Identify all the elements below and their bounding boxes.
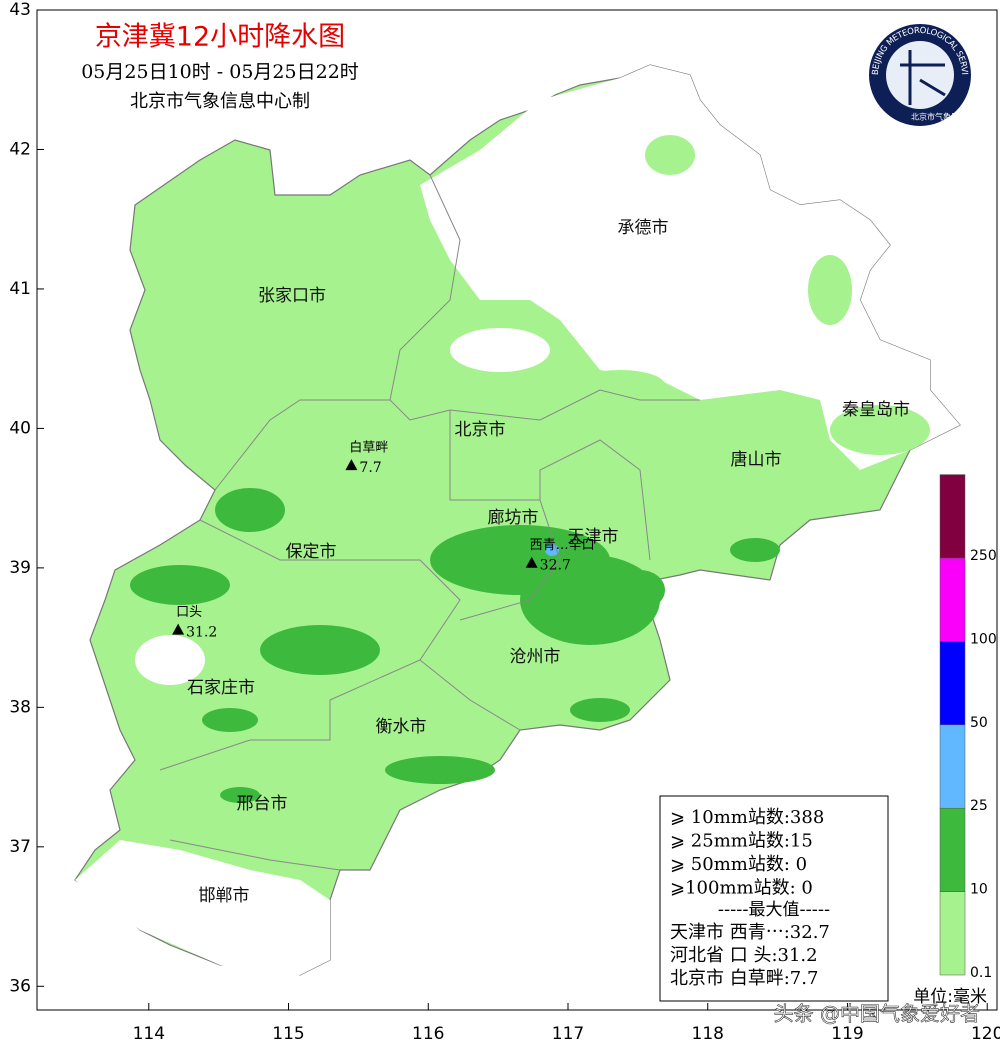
rain-patch — [645, 135, 695, 175]
y-tick-label: 38 — [9, 697, 31, 717]
city-label: 承德市 — [618, 218, 669, 238]
city-label: 廊坊市 — [488, 508, 539, 528]
legend-label: 10 — [970, 882, 988, 898]
city-label: 邯郸市 — [199, 886, 250, 906]
city-label: 石家庄市 — [187, 678, 255, 698]
x-tick-label: 118 — [692, 1024, 724, 1044]
city-label: 张家口市 — [258, 286, 326, 306]
x-tick-label: 115 — [272, 1024, 304, 1044]
dry-area — [450, 328, 550, 372]
dry-area — [135, 635, 205, 685]
y-tick-label: 36 — [9, 976, 31, 996]
legend-label: 25 — [970, 798, 988, 814]
stats-row: ⩾100mm站数: 0 — [670, 878, 813, 899]
legend-label: 0.1 — [970, 965, 992, 981]
time-range: 05月25日10时 - 05月25日22时 — [81, 61, 359, 83]
stats-max-header: -----最大值----- — [718, 900, 830, 920]
x-tick-label: 116 — [412, 1024, 444, 1044]
rain-patch — [808, 255, 852, 325]
rain-patch — [830, 405, 930, 455]
y-tick-label: 43 — [9, 0, 31, 20]
stats-max-row: 河北省 口 头:31.2 — [670, 945, 818, 966]
station-value: 7.7 — [359, 460, 381, 476]
city-label: 沧州市 — [510, 647, 561, 667]
station-name: 西青…辛口 — [530, 538, 595, 553]
station-value: 32.7 — [540, 558, 571, 574]
x-tick-label: 119 — [831, 1024, 863, 1044]
city-label: 秦皇岛市 — [842, 400, 910, 420]
station-marker — [345, 459, 358, 471]
city-label: 北京市 — [455, 420, 506, 440]
y-tick-label: 41 — [9, 279, 31, 299]
region — [74, 64, 961, 976]
rain-heavy — [130, 488, 780, 803]
city-label: 衡水市 — [376, 717, 427, 737]
stats-row: ⩾ 10mm站数:388 — [670, 807, 824, 828]
station-marker — [172, 623, 185, 635]
stats-row: ⩾ 25mm站数:15 — [670, 831, 813, 852]
logo-core — [886, 41, 954, 109]
city-label: 天津市 — [568, 527, 619, 547]
legend-swatch — [939, 474, 966, 559]
y-tick-label: 39 — [9, 558, 31, 578]
station-marker — [525, 556, 538, 568]
dry-area — [420, 65, 960, 470]
legend-label: 50 — [970, 715, 988, 731]
y-tick-label: 40 — [9, 418, 31, 438]
city-label: 唐山市 — [731, 449, 782, 470]
producer: 北京市气象信息中心制 — [130, 91, 310, 112]
stats-max-row: 天津市 西青⋯:32.7 — [670, 922, 830, 943]
stats-row: ⩾ 50mm站数: 0 — [670, 854, 807, 875]
legend-swatch — [939, 891, 966, 976]
rain-patch — [575, 370, 665, 400]
legend-label: 250 — [970, 548, 997, 564]
station-name: 白草畔 — [349, 440, 388, 456]
stats-max-row: 北京市 白草畔:7.7 — [670, 968, 818, 989]
legend-swatch — [939, 641, 966, 726]
legend-label: 100 — [970, 631, 997, 647]
legend-swatch — [939, 807, 966, 892]
logo-cn: 北京市气象局 — [911, 112, 959, 122]
station-name: 口头 — [176, 605, 202, 620]
unit: 单位:毫米 — [913, 987, 987, 1007]
x-tick-label: 117 — [552, 1024, 584, 1044]
x-tick-label: 114 — [133, 1024, 165, 1044]
legend-swatch — [939, 724, 966, 809]
city-label: 邢台市 — [237, 794, 288, 814]
y-tick-label: 37 — [9, 837, 31, 857]
watermark: 头条 @中国气象爱好者 — [774, 1002, 980, 1026]
x-tick-label: 120 — [971, 1024, 1000, 1044]
legend-swatch — [939, 557, 966, 642]
title: 京津冀12小时降水图 — [95, 22, 345, 53]
boundaries — [159, 174, 700, 871]
stats-box — [659, 795, 889, 1002]
city-label: 保定市 — [286, 542, 337, 562]
y-tick-label: 42 — [9, 139, 31, 159]
dry-area — [75, 840, 330, 975]
station-value: 31.2 — [186, 625, 217, 641]
logo-glyph — [900, 50, 946, 105]
